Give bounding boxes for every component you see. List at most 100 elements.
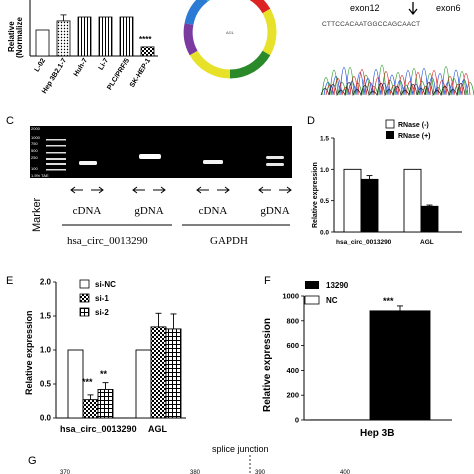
panel-g: G splice junction 370 380 390 400 [28,444,351,474]
panel-e-letter: E [6,275,13,287]
panel-g-tick: 390 [255,470,266,474]
bar [403,168,422,233]
panel-f-legend-2: NC [326,296,338,305]
panel-e-legend-2: si-1 [95,294,109,303]
gel-band [79,161,97,165]
panel-e: E si-NC si-1 si-2 Relative expression 0.… [6,275,186,434]
ladder-size-label: 1000 [31,135,41,140]
plasmid-ring-label: AGL [226,30,235,35]
panel-a-bar [35,29,50,57]
panel-a-xcat: L-02 [34,57,48,73]
gel-band [266,156,284,159]
panel-a-xcat: SK-HEP-1 [129,57,152,89]
panel-f: F 13290 NC Relative expression 0 200 400 60… [262,275,452,439]
exon12-label: exon12 [350,3,380,13]
panel-d: D RNase (-) RNase (+) Relative expressio… [307,115,462,246]
panel-a-bar [119,16,134,57]
panel-a-xcat: Huh-7 [73,57,90,78]
panel-a-bar [77,16,92,57]
y-tick-label: 1.0 [40,346,52,355]
bar [360,178,379,233]
panel-f-ylabel: Relative expression [262,318,273,412]
panel-g-tick: 380 [190,470,201,474]
lane-group-label: cDNA [199,205,228,217]
panel-f-letter: F [264,275,271,287]
y-tick-label: 0.0 [320,230,329,237]
panel-g-letter: G [28,455,37,467]
marker-label: Marker [31,197,43,232]
panel-a-bar [98,16,113,57]
panel-a-bar [140,46,155,57]
y-tick-label: 600 [286,341,299,350]
bar [420,205,439,233]
y-tick-label: 400 [286,366,299,375]
ladder-size-label: 2000 [31,126,41,131]
ladder-size-label: 750 [31,141,38,146]
gel-band [203,160,223,164]
panel-a-xcat: PLC/PRF/5 [106,57,131,91]
bar [369,310,431,421]
panel-g-tick: 370 [60,470,71,474]
gene-label-hsa: hsa_circ_0013290 [67,235,148,247]
gene-label-gapdh: GAPDH [210,235,248,247]
y-tick-label: 0.5 [320,198,329,205]
junction-arrow-icon [408,2,418,16]
bar [150,326,167,419]
bar [97,388,114,419]
primer-arrows [70,186,292,194]
ladder-size-label: 500 [31,148,38,153]
primer-arrow-icon [153,186,166,194]
y-tick-label: 1.0 [320,167,329,174]
panel-e-sig-2: ** [100,369,108,379]
primer-arrow-icon [91,186,104,194]
panel-e-legend-3: si-2 [95,308,109,317]
ladder-size-label: 250 [31,155,38,160]
primer-arrow-icon [196,186,209,194]
panel-e-legend-1: si-NC [95,280,116,289]
primer-arrow-icon [279,186,292,194]
y-tick-label: 0 [295,416,299,425]
y-tick-label: 800 [286,316,299,325]
panel-b-sequence-trace: exon12 exon6 CTTCCACAATGGCCAGCAACT [320,2,474,97]
primer-arrow-icon [258,186,271,194]
panel-d-legend-1: RNase (-) [398,122,429,129]
exon6-label: exon6 [436,3,461,13]
panel-d-letter: D [307,115,315,127]
marker-ladder [46,139,66,171]
lane-group-label: gDNA [260,205,289,217]
gel-band [139,154,161,159]
panel-a-bar [56,20,71,57]
panel-a-ylabel-1: Relative [7,21,16,52]
panel-a-xcat: Li-7 [98,57,111,71]
panel-e-ylabel: Relative expression [24,310,34,395]
y-tick-label: 1.5 [40,312,52,321]
lane-group-label: gDNA [134,205,163,217]
gel-band [266,163,284,166]
panel-d-legend-2: RNase (+) [398,133,430,140]
ladder-size-label: 100 [31,166,38,171]
panel-f-xcat: Hep 3B [360,428,394,439]
panel-d-ylabel: Relative expression [312,162,319,228]
lane-group-label: cDNA [73,205,102,217]
bar [82,399,99,419]
y-tick-label: 2.0 [40,278,52,287]
panel-d-xcat-1: hsa_circ_0013290 [336,239,392,246]
panel-a-significance: **** [139,35,152,44]
y-tick-label: 1000 [282,292,299,301]
y-tick-label: 0.0 [40,414,52,423]
panel-g-title: splice junction [212,444,269,454]
bar [67,349,84,419]
gel-image [30,126,292,178]
panel-b: AGL [183,0,277,79]
panel-e-xcat-2: AGL [148,424,168,434]
primer-arrow-icon [70,186,83,194]
y-tick-label: 0.5 [40,380,52,389]
bar [343,168,362,233]
gel-caption: 1.5% TAE [31,173,49,178]
panel-a-ylabel-2: (Normalize [15,17,24,58]
y-tick-label: 200 [286,391,299,400]
primer-arrow-icon [217,186,230,194]
panel-e-sig-1: *** [82,377,93,387]
